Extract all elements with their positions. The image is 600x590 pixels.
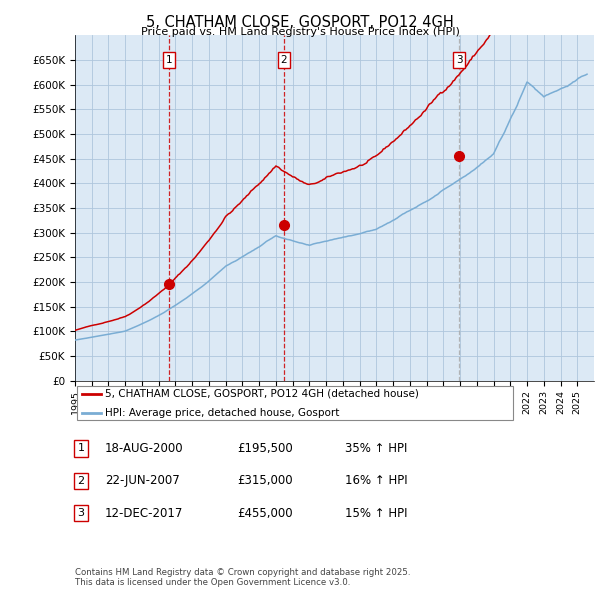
Text: 5, CHATHAM CLOSE, GOSPORT, PO12 4GH: 5, CHATHAM CLOSE, GOSPORT, PO12 4GH xyxy=(146,15,454,30)
Text: 2: 2 xyxy=(280,55,287,65)
Text: 3: 3 xyxy=(456,55,463,65)
Text: 22-JUN-2007: 22-JUN-2007 xyxy=(105,474,180,487)
Text: £195,500: £195,500 xyxy=(237,442,293,455)
Text: £455,000: £455,000 xyxy=(237,507,293,520)
Text: £315,000: £315,000 xyxy=(237,474,293,487)
Text: 12-DEC-2017: 12-DEC-2017 xyxy=(105,507,184,520)
Text: 5, CHATHAM CLOSE, GOSPORT, PO12 4GH (detached house): 5, CHATHAM CLOSE, GOSPORT, PO12 4GH (det… xyxy=(105,389,419,399)
Text: 2: 2 xyxy=(77,476,85,486)
Text: Contains HM Land Registry data © Crown copyright and database right 2025.
This d: Contains HM Land Registry data © Crown c… xyxy=(75,568,410,587)
Text: 35% ↑ HPI: 35% ↑ HPI xyxy=(345,442,407,455)
Text: Price paid vs. HM Land Registry's House Price Index (HPI): Price paid vs. HM Land Registry's House … xyxy=(140,27,460,37)
Text: 15% ↑ HPI: 15% ↑ HPI xyxy=(345,507,407,520)
Text: 1: 1 xyxy=(166,55,173,65)
FancyBboxPatch shape xyxy=(77,386,513,420)
Text: 18-AUG-2000: 18-AUG-2000 xyxy=(105,442,184,455)
Text: 16% ↑ HPI: 16% ↑ HPI xyxy=(345,474,407,487)
Text: 1: 1 xyxy=(77,444,85,453)
Text: 3: 3 xyxy=(77,509,85,518)
Text: HPI: Average price, detached house, Gosport: HPI: Average price, detached house, Gosp… xyxy=(105,408,340,418)
